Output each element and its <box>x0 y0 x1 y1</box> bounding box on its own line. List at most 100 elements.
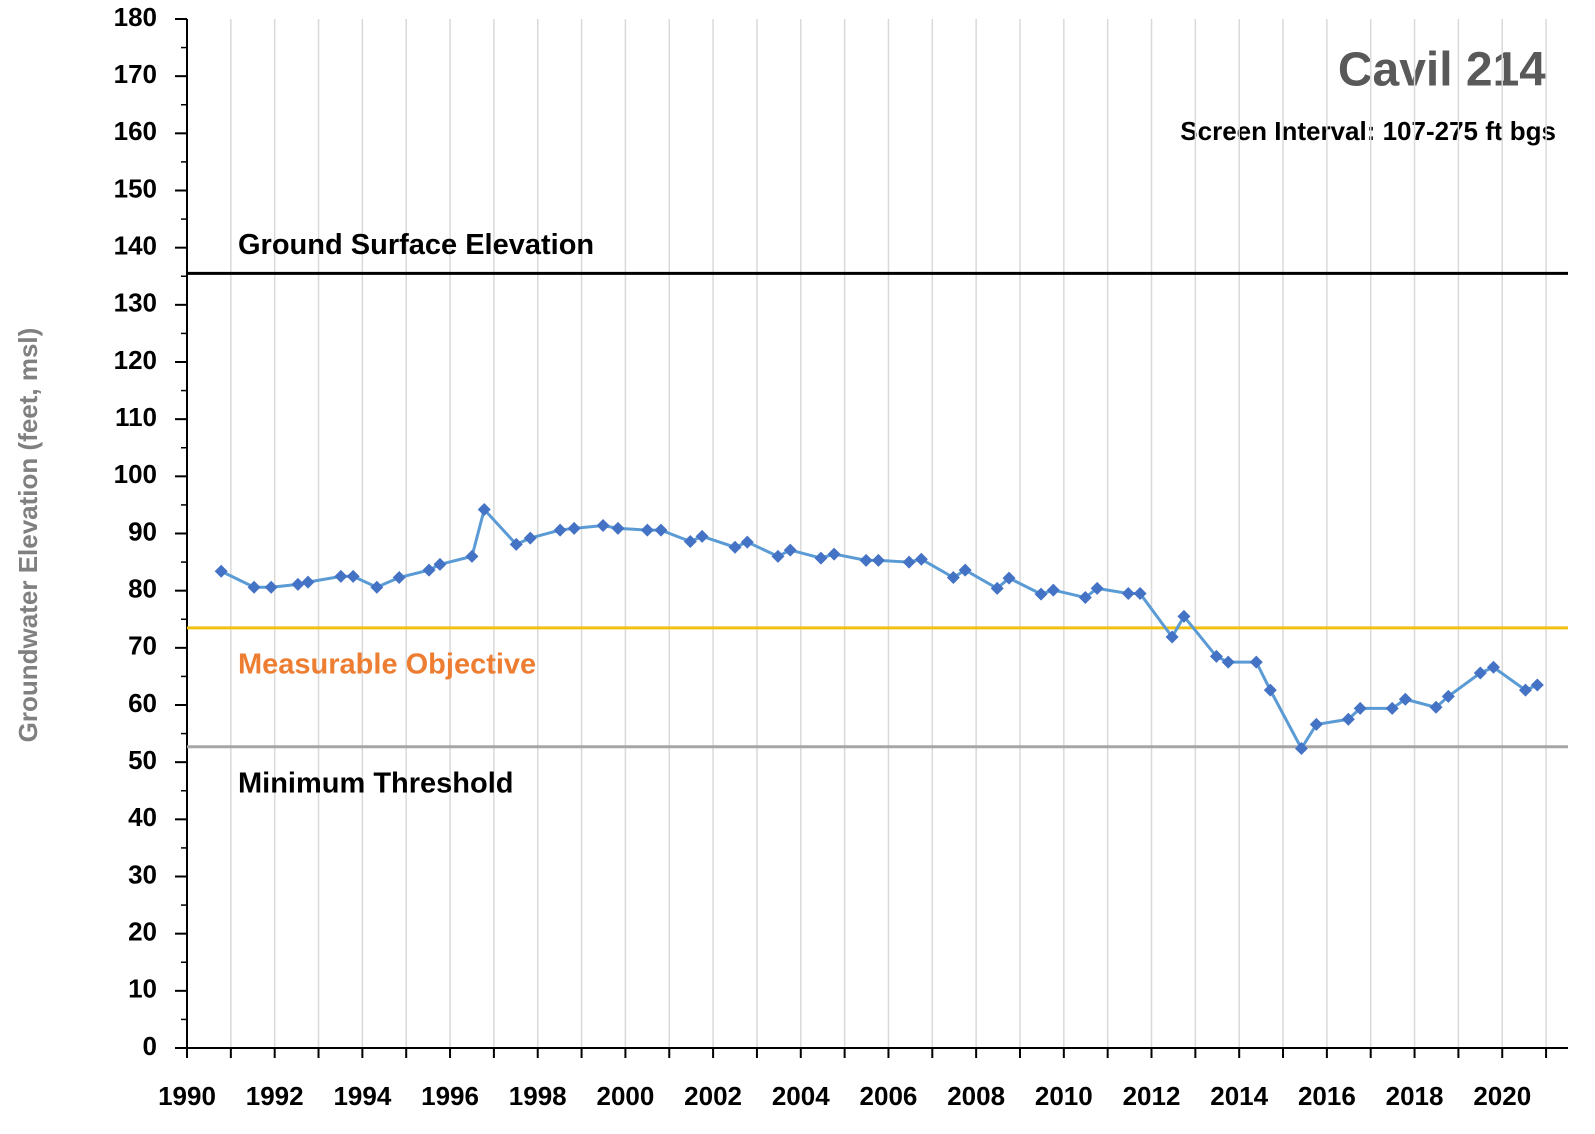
data-point <box>1221 655 1235 669</box>
data-point <box>771 549 785 563</box>
data-point <box>596 518 610 532</box>
x-tick-label: 2010 <box>1035 1081 1093 1111</box>
data-point <box>827 547 841 561</box>
x-tick-label: 2014 <box>1210 1081 1268 1111</box>
y-tick-label: 70 <box>128 631 157 661</box>
data-point <box>346 569 360 583</box>
reference-label: Minimum Threshold <box>238 767 514 799</box>
y-tick-label: 0 <box>143 1031 157 1061</box>
y-tick-label: 90 <box>128 516 157 546</box>
y-tick-label: 180 <box>114 2 157 32</box>
data-point <box>1486 660 1500 674</box>
data-point <box>1263 683 1277 697</box>
y-tick-label: 130 <box>114 288 157 318</box>
data-point <box>814 551 828 565</box>
data-point <box>1441 689 1455 703</box>
data-point <box>640 523 654 537</box>
data-point <box>247 580 261 594</box>
data-point <box>1473 666 1487 680</box>
data-point <box>301 575 315 589</box>
data-point <box>509 537 523 551</box>
y-tick-label: 50 <box>128 745 157 775</box>
data-point <box>1429 700 1443 714</box>
data-point <box>871 553 885 567</box>
data-point <box>567 521 581 535</box>
data-point <box>695 529 709 543</box>
data-point <box>1294 741 1308 755</box>
y-tick-label: 10 <box>128 974 157 1004</box>
data-point <box>1530 678 1544 692</box>
x-tick-label: 1992 <box>246 1081 304 1111</box>
x-tick-label: 2008 <box>947 1081 1005 1111</box>
data-point <box>990 581 1004 595</box>
data-point <box>1209 649 1223 663</box>
reference-label: Measurable Objective <box>238 648 536 680</box>
x-tick-label: 2002 <box>684 1081 742 1111</box>
y-tick-label: 140 <box>114 231 157 261</box>
data-point <box>433 557 447 571</box>
data-point <box>859 553 873 567</box>
x-tick-label: 2006 <box>860 1081 918 1111</box>
x-tick-label: 1996 <box>421 1081 479 1111</box>
data-point <box>1046 583 1060 597</box>
data-point <box>422 563 436 577</box>
y-tick-label: 20 <box>128 917 157 947</box>
data-point <box>1090 581 1104 595</box>
y-tick-label: 110 <box>115 402 157 432</box>
data-point <box>465 549 479 563</box>
data-point <box>264 580 278 594</box>
data-point <box>553 523 567 537</box>
data-point <box>902 555 916 569</box>
data-point <box>1398 692 1412 706</box>
x-tick-label: 2016 <box>1298 1081 1356 1111</box>
data-point <box>654 523 668 537</box>
data-point <box>1165 630 1179 644</box>
y-axis-label: Groundwater Elevation (feet, msl) <box>13 328 43 743</box>
data-point <box>523 531 537 545</box>
data-point <box>740 535 754 549</box>
data-point <box>291 577 305 591</box>
y-tick-label: 80 <box>128 574 157 604</box>
data-point <box>946 571 960 585</box>
data-point <box>1309 717 1323 731</box>
data-point <box>1133 587 1147 601</box>
reference-label: Ground Surface Elevation <box>238 229 594 261</box>
chart-subtitle: Screen Interval: 107-275 ft bgs <box>1180 116 1556 146</box>
data-point <box>1177 609 1191 623</box>
y-tick-label: 150 <box>114 173 157 203</box>
data-point <box>914 552 928 566</box>
x-tick-label: 1990 <box>158 1081 216 1111</box>
data-point <box>1249 655 1263 669</box>
data-point <box>1353 701 1367 715</box>
data-point <box>370 580 384 594</box>
data-point <box>1518 683 1532 697</box>
y-tick-label: 40 <box>128 802 157 832</box>
x-tick-label: 2020 <box>1473 1081 1531 1111</box>
data-point <box>1002 571 1016 585</box>
x-tick-label: 2012 <box>1123 1081 1181 1111</box>
y-tick-label: 100 <box>114 459 157 489</box>
data-point <box>1121 587 1135 601</box>
x-tick-label: 1994 <box>333 1081 391 1111</box>
y-tick-label: 30 <box>128 859 157 889</box>
y-tick-label: 60 <box>128 688 157 718</box>
data-point <box>1034 587 1048 601</box>
x-tick-label: 2000 <box>596 1081 654 1111</box>
y-tick-label: 160 <box>114 116 157 146</box>
data-point <box>683 535 697 549</box>
x-tick-label: 2004 <box>772 1081 830 1111</box>
data-point <box>728 540 742 554</box>
y-tick-label: 170 <box>114 59 157 89</box>
data-point <box>334 569 348 583</box>
data-point <box>477 502 491 516</box>
data-point <box>1341 712 1355 726</box>
data-point <box>611 521 625 535</box>
y-tick-label: 120 <box>114 345 157 375</box>
data-point <box>214 564 228 578</box>
data-point <box>392 571 406 585</box>
data-point <box>958 563 972 577</box>
data-point <box>1385 701 1399 715</box>
chart-title: Cavil 214 <box>1338 44 1546 97</box>
x-tick-label: 2018 <box>1386 1081 1444 1111</box>
